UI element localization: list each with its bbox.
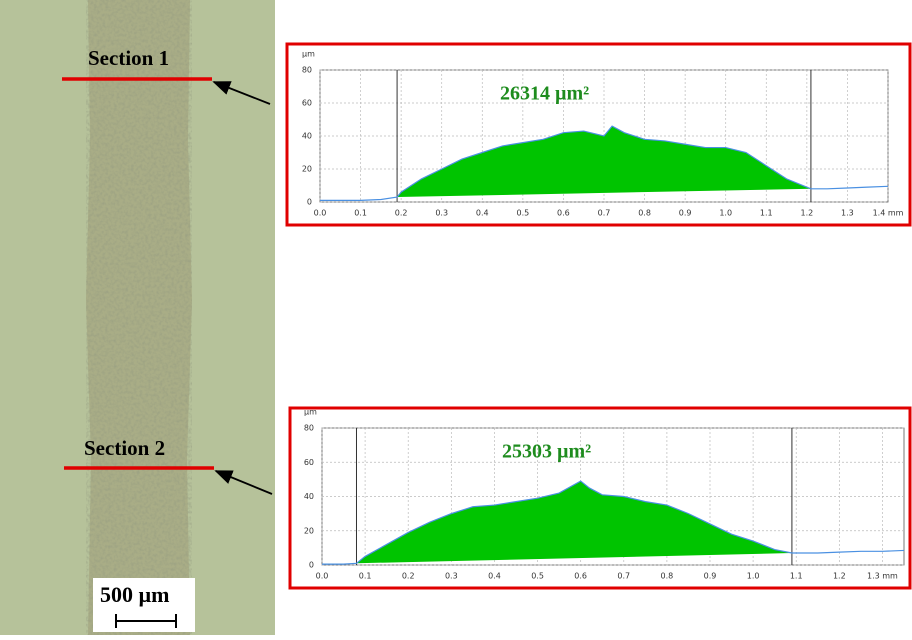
x-tick-label: 1.1 xyxy=(760,209,773,218)
x-tick-label: 1.0 xyxy=(719,209,732,218)
x-tick-label: 0.6 xyxy=(574,572,587,581)
x-tick-label: 0.2 xyxy=(395,209,408,218)
x-tick-label: 0.3 xyxy=(445,572,458,581)
x-tick-label: 0.4 xyxy=(488,572,501,581)
x-tick-label: 1.1 xyxy=(790,572,803,581)
y-tick-label: 60 xyxy=(304,458,314,467)
profile-chart: 0 20 40 60 80 0.0 0.1 0.2 0.3 0.4 0.5 0.6 0.7 0.8 0.9 1… xyxy=(285,42,912,227)
y-tick-label: 40 xyxy=(304,492,314,501)
x-tick-label: 0.5 xyxy=(531,572,544,581)
x-tick-label: 1.2 xyxy=(800,209,813,218)
profile-chart: 0 20 40 60 80 0.0 0.1 0.2 0.3 0.4 0.5 0.6 0.7 0.8 0.9 1… xyxy=(288,406,912,590)
x-tick-label: 1.3 xyxy=(841,209,854,218)
y-axis-unit: µm xyxy=(302,50,315,59)
x-tick-label: 0.8 xyxy=(661,572,674,581)
x-tick-label: 0.0 xyxy=(316,572,329,581)
x-tick-label: 1.4 mm xyxy=(873,209,904,218)
x-tick-label: 0.7 xyxy=(617,572,630,581)
micrograph: Section 1 Section 2 500 µm xyxy=(0,0,275,635)
profile-line xyxy=(320,125,889,201)
y-tick-label: 80 xyxy=(302,66,312,75)
x-tick-label: 0.8 xyxy=(638,209,651,218)
section-label: Section 1 xyxy=(88,46,169,70)
section-label: Section 2 xyxy=(84,436,165,460)
x-tick-label: 1.0 xyxy=(747,572,760,581)
y-tick-label: 20 xyxy=(302,165,312,174)
x-tick-label: 0.0 xyxy=(314,209,327,218)
x-tick-label: 0.1 xyxy=(359,572,372,581)
x-tick-label: 0.9 xyxy=(704,572,717,581)
section-area xyxy=(356,481,792,564)
x-tick-label: 1.2 xyxy=(833,572,846,581)
x-tick-label: 0.6 xyxy=(557,209,570,218)
x-tick-label: 0.5 xyxy=(516,209,529,218)
profile-line xyxy=(322,480,905,565)
x-tick-label: 0.9 xyxy=(679,209,692,218)
section-area xyxy=(397,126,811,198)
y-tick-label: 60 xyxy=(302,99,312,108)
y-tick-label: 0 xyxy=(307,198,312,207)
y-tick-label: 40 xyxy=(302,132,312,141)
y-tick-label: 0 xyxy=(309,561,314,570)
area-annotation: 25303 µm² xyxy=(502,441,591,463)
area-annotation: 26314 µm² xyxy=(500,83,589,105)
x-tick-label: 0.2 xyxy=(402,572,415,581)
x-tick-label: 0.7 xyxy=(598,209,611,218)
y-axis-unit: µm xyxy=(304,408,317,417)
x-tick-label: 0.1 xyxy=(354,209,367,218)
x-tick-label: 0.4 xyxy=(476,209,489,218)
y-tick-label: 80 xyxy=(304,424,314,433)
x-tick-label: 1.3 mm xyxy=(867,572,898,581)
x-tick-label: 0.3 xyxy=(435,209,448,218)
y-tick-label: 20 xyxy=(304,526,314,535)
scale-bar-label: 500 µm xyxy=(100,582,170,607)
